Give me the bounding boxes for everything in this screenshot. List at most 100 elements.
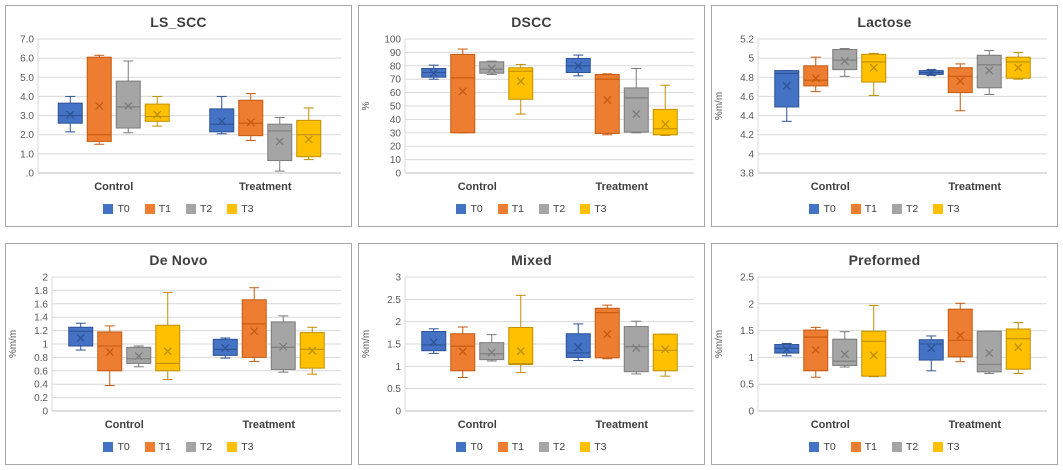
svg-text:5: 5	[748, 54, 754, 65]
legend-swatch-t1	[144, 442, 155, 452]
svg-text:90: 90	[390, 48, 402, 59]
svg-text:Control: Control	[94, 181, 133, 193]
svg-text:Control: Control	[105, 419, 144, 431]
svg-text:4.8: 4.8	[740, 73, 754, 84]
legend-swatch-t0	[456, 442, 467, 452]
legend-swatch-t0	[456, 204, 467, 214]
svg-text:0.8: 0.8	[34, 353, 48, 364]
legend-label-t2: T2	[906, 441, 919, 453]
legend-label-t1: T1	[511, 203, 524, 215]
svg-text:20: 20	[390, 142, 402, 153]
legend-item-t2: T2	[539, 203, 565, 215]
legend-swatch-t1	[497, 442, 508, 452]
svg-text:0: 0	[748, 407, 754, 418]
svg-text:Treatment: Treatment	[595, 419, 648, 431]
svg-text:0.6: 0.6	[34, 366, 48, 377]
chart-title-dscc: DSCC	[511, 14, 552, 30]
legend-swatch-t0	[103, 442, 114, 452]
chart-title-ls-scc: LS_SCC	[150, 14, 207, 30]
chart-panel-lactose: Lactose 5.2 5 4.8 4.6 4.4 4.2 4 3.8 %m/m Control T…	[711, 5, 1058, 227]
legend-label-t2: T2	[553, 441, 566, 453]
svg-text:0.5: 0.5	[740, 380, 754, 391]
legend-swatch-t2	[892, 204, 902, 214]
svg-text:4: 4	[748, 149, 754, 160]
legend-item-t1: T1	[497, 441, 524, 453]
svg-text:1.2: 1.2	[34, 326, 48, 337]
legend-swatch-t3	[227, 204, 238, 214]
legend-mixed: T0 T1 T2 T3	[456, 438, 607, 456]
legend-item-t0: T0	[456, 441, 483, 453]
legend-item-t3: T3	[227, 441, 254, 453]
legend-label-t0: T0	[470, 441, 483, 453]
svg-text:7.0: 7.0	[20, 35, 34, 46]
svg-text:Treatment: Treatment	[239, 181, 292, 193]
svg-text:0.4: 0.4	[34, 380, 48, 391]
svg-text:4.2: 4.2	[740, 130, 754, 141]
chart-title-lactose: Lactose	[857, 14, 912, 30]
legend-item-t2: T2	[186, 203, 212, 215]
legend-label-t2: T2	[200, 203, 213, 215]
legend-de-novo: T0 T1 T2 T3	[103, 438, 254, 456]
legend-label-t3: T3	[947, 203, 960, 215]
svg-text:70: 70	[390, 75, 402, 86]
svg-text:4.6: 4.6	[740, 92, 754, 103]
chart-title-de-novo: De Novo	[149, 252, 208, 268]
legend-item-t2: T2	[186, 441, 212, 453]
svg-text:Treatment: Treatment	[595, 181, 648, 193]
legend-swatch-t0	[103, 204, 114, 214]
svg-text:%m/m: %m/m	[361, 330, 372, 358]
svg-text:1.0: 1.0	[20, 149, 34, 160]
legend-item-t1: T1	[144, 441, 171, 453]
legend-label-t1: T1	[158, 441, 171, 453]
chart-panel-de-novo: De Novo 2 1.8 1.6 1.4 1.2 1 0.8 0.6 0.4 0.2 0 %m/m C…	[5, 243, 352, 465]
legend-swatch-t2	[539, 204, 549, 214]
svg-text:1: 1	[42, 340, 48, 351]
legend-label-t0: T0	[117, 203, 130, 215]
legend-item-t0: T0	[809, 203, 836, 215]
svg-text:40: 40	[390, 115, 402, 126]
legend-item-t1: T1	[850, 203, 877, 215]
legend-swatch-t2	[892, 442, 902, 452]
svg-text:10: 10	[390, 155, 402, 166]
boxplot-mixed: 3 2.5 2 1.5 1 0.5 0 %m/m Control Treatment	[361, 273, 694, 431]
legend-swatch-t0	[809, 442, 820, 452]
svg-text:30: 30	[390, 128, 402, 139]
legend-item-t3: T3	[580, 441, 607, 453]
legend-swatch-t3	[227, 442, 238, 452]
legend-label-t2: T2	[906, 203, 919, 215]
svg-text:0: 0	[42, 407, 48, 418]
chart-panel-mixed: Mixed 3 2.5 2 1.5 1 0.5 0 %m/m Control Treatment …	[358, 243, 705, 465]
legend-label-t3: T3	[947, 441, 960, 453]
svg-text:%: %	[361, 101, 372, 110]
boxplot-lactose: 5.2 5 4.8 4.6 4.4 4.2 4 3.8 %m/m Control Treatment	[714, 35, 1047, 193]
svg-text:50: 50	[390, 102, 402, 113]
legend-label-t0: T0	[823, 203, 836, 215]
legend-preformed: T0 T1 T2 T3	[809, 438, 960, 456]
svg-text:4.0: 4.0	[20, 92, 34, 103]
legend-item-t1: T1	[497, 203, 524, 215]
legend-swatch-t1	[850, 442, 861, 452]
svg-text:1.6: 1.6	[34, 299, 48, 310]
legend-swatch-t1	[497, 204, 508, 214]
svg-text:3.0: 3.0	[20, 111, 34, 122]
legend-item-t0: T0	[456, 203, 483, 215]
svg-text:2.0: 2.0	[20, 130, 34, 141]
svg-text:60: 60	[390, 88, 402, 99]
legend-label-t3: T3	[241, 203, 254, 215]
legend-item-t0: T0	[103, 203, 130, 215]
svg-text:0.5: 0.5	[387, 384, 401, 395]
legend-swatch-t0	[809, 204, 820, 214]
legend-label-t1: T1	[864, 203, 877, 215]
svg-text:0.2: 0.2	[34, 393, 48, 404]
legend-swatch-t1	[144, 204, 155, 214]
svg-text:1.5: 1.5	[740, 326, 754, 337]
legend-item-t0: T0	[809, 441, 836, 453]
legend-swatch-t3	[933, 442, 944, 452]
svg-text:Control: Control	[458, 181, 497, 193]
svg-text:%m/m: %m/m	[8, 330, 19, 358]
legend-label-t0: T0	[823, 441, 836, 453]
legend-swatch-t2	[186, 204, 196, 214]
legend-item-t0: T0	[103, 441, 130, 453]
